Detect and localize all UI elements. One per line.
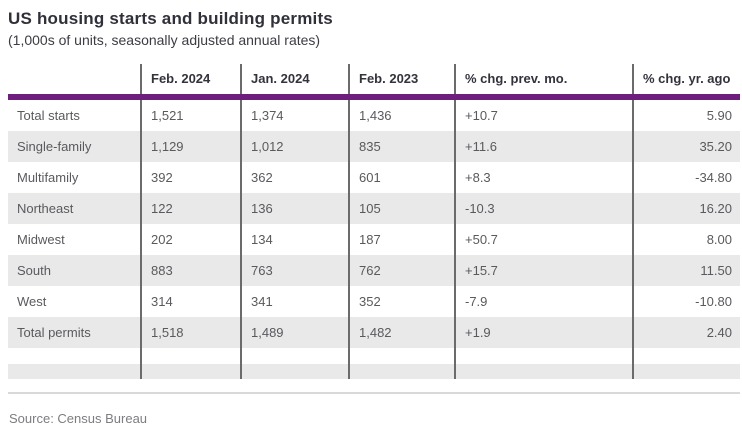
cell-value: 16.20: [632, 193, 740, 225]
cell-value: +11.6: [454, 131, 633, 163]
column-header-feb-2024: Feb. 2024: [140, 64, 241, 101]
row-label: South: [8, 255, 141, 287]
cell-value: -34.80: [632, 162, 740, 194]
cell-value: 362: [240, 162, 349, 194]
cell-value: 1,012: [240, 131, 349, 163]
page-title: US housing starts and building permits: [8, 9, 333, 28]
column-header-jan-2024: Jan. 2024: [240, 64, 349, 101]
table-row-single-family: Single-family 1,129 1,012 835 +11.6 35.2…: [8, 131, 740, 163]
cell-value: -7.9: [454, 286, 633, 318]
cell-value: 8.00: [632, 224, 740, 256]
housing-data-table: Feb. 2024 Jan. 2024 Feb. 2023 % chg. pre…: [8, 64, 740, 380]
cell-value: 392: [140, 162, 241, 194]
table-row-empty: [8, 364, 740, 380]
row-label: Total starts: [17, 108, 80, 124]
cell-value: 1,374: [240, 97, 349, 132]
cell-value: 1,482: [348, 317, 455, 349]
table-row-west: West 314 341 352 -7.9 -10.80: [8, 286, 740, 318]
cell-value: 11.50: [632, 255, 740, 287]
cell-value: 763: [240, 255, 349, 287]
cell-value: +15.7: [454, 255, 633, 287]
cell-value: 134: [240, 224, 349, 256]
cell-value: +50.7: [454, 224, 633, 256]
table-row-total-permits: Total permits 1,518 1,489 1,482 +1.9 2.4…: [8, 317, 740, 349]
cell-value: -10.80: [632, 286, 740, 318]
cell-value: -10.3: [454, 193, 633, 225]
cell-value: 105: [348, 193, 455, 225]
cell-value: 1,489: [240, 317, 349, 349]
cell-value: 1,521: [140, 97, 241, 132]
cell-value: 835: [348, 131, 455, 163]
column-header-feb-2023: Feb. 2023: [348, 64, 455, 101]
cell-value: 35.20: [632, 131, 740, 163]
table-row-total-starts: Total starts 1,521 1,374 1,436 +10.7 5.9…: [8, 97, 740, 132]
cell-value: 1,518: [140, 317, 241, 349]
cell-value: 136: [240, 193, 349, 225]
cell-value: 2.40: [632, 317, 740, 349]
column-header-blank: [8, 64, 141, 101]
cell-value: +8.3: [454, 162, 633, 194]
table-row-multifamily: Multifamily 392 362 601 +8.3 -34.80: [8, 162, 740, 194]
cell-value: 122: [140, 193, 241, 225]
cell-value: 314: [140, 286, 241, 318]
cell-value: +10.7: [454, 97, 633, 132]
page: US housing starts and building permits (…: [8, 9, 740, 427]
row-label: Single-family: [8, 131, 141, 163]
cell-value: 883: [140, 255, 241, 287]
column-header-pct-chg-yr-ago: % chg. yr. ago: [632, 64, 740, 101]
cell-value: 5.90: [632, 97, 740, 132]
cell-value: 601: [348, 162, 455, 194]
column-header-pct-chg-prev-mo: % chg. prev. mo.: [454, 64, 633, 101]
table-row-empty: [8, 348, 740, 365]
cell-value: 202: [140, 224, 241, 256]
cell-value: 1,129: [140, 131, 241, 163]
row-label: Northeast: [8, 193, 141, 225]
source-note: Source: Census Bureau: [9, 411, 148, 427]
row-label: Multifamily: [17, 170, 79, 186]
row-label: West: [17, 294, 47, 310]
table-row-south: South 883 763 762 +15.7 11.50: [8, 255, 740, 287]
page-subtitle: (1,000s of units, seasonally adjusted an…: [8, 32, 321, 49]
cell-value: +1.9: [454, 317, 633, 349]
table-row-northeast: Northeast 122 136 105 -10.3 16.20: [8, 193, 740, 225]
cell-value: 187: [348, 224, 455, 256]
table-row-midwest: Midwest 202 134 187 +50.7 8.00: [8, 224, 740, 256]
table-header-row: Feb. 2024 Jan. 2024 Feb. 2023 % chg. pre…: [8, 64, 740, 101]
row-label: Midwest: [17, 232, 65, 248]
footer-divider: [8, 392, 740, 395]
cell-value: 352: [348, 286, 455, 318]
cell-value: 762: [348, 255, 455, 287]
cell-value: 1,436: [348, 97, 455, 132]
cell-value: 341: [240, 286, 349, 318]
row-label: Total permits: [8, 317, 141, 349]
